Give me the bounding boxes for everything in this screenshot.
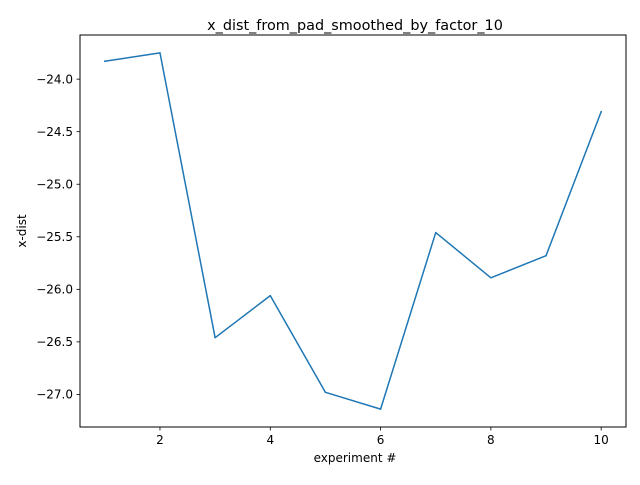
data-point [434,231,437,234]
data-point [600,110,602,113]
y-tick-label: −26.0 [36,283,73,297]
data-point [490,277,492,279]
data-point [159,52,161,54]
y-tick-label: −24.0 [36,72,73,86]
data-point [379,408,382,410]
y-axis-label: x-dist [15,214,29,248]
series-layer [103,52,603,410]
data-point [104,60,106,63]
x-tick-label: 2 [156,433,164,447]
x-tick-label: 4 [266,433,274,447]
y-tick-label: −24.5 [36,125,73,139]
y-tick-label: −25.0 [36,177,73,191]
plot-area-frame [79,34,627,428]
y-tick-label: −25.5 [36,230,73,244]
y-tick-label: −26.5 [36,335,73,349]
data-point [545,254,547,257]
data-point [269,294,272,297]
ticks-layer: 2 4 6 8 10 −27.0 −26.5 −26.0 −25.5 −25.0 −24.5 −24.… [36,72,609,447]
y-tick-label: −27.0 [36,388,73,402]
data-point [324,391,327,394]
chart-title: x_dist_from_pad_smoothed_by_factor_10 [207,18,503,34]
x-axis-label: experiment # [314,451,397,465]
series-line [103,52,603,410]
data-point [214,336,216,339]
x-tick-label: 10 [594,433,609,447]
x-tick-label: 8 [487,433,495,447]
x-tick-label: 6 [377,433,385,447]
